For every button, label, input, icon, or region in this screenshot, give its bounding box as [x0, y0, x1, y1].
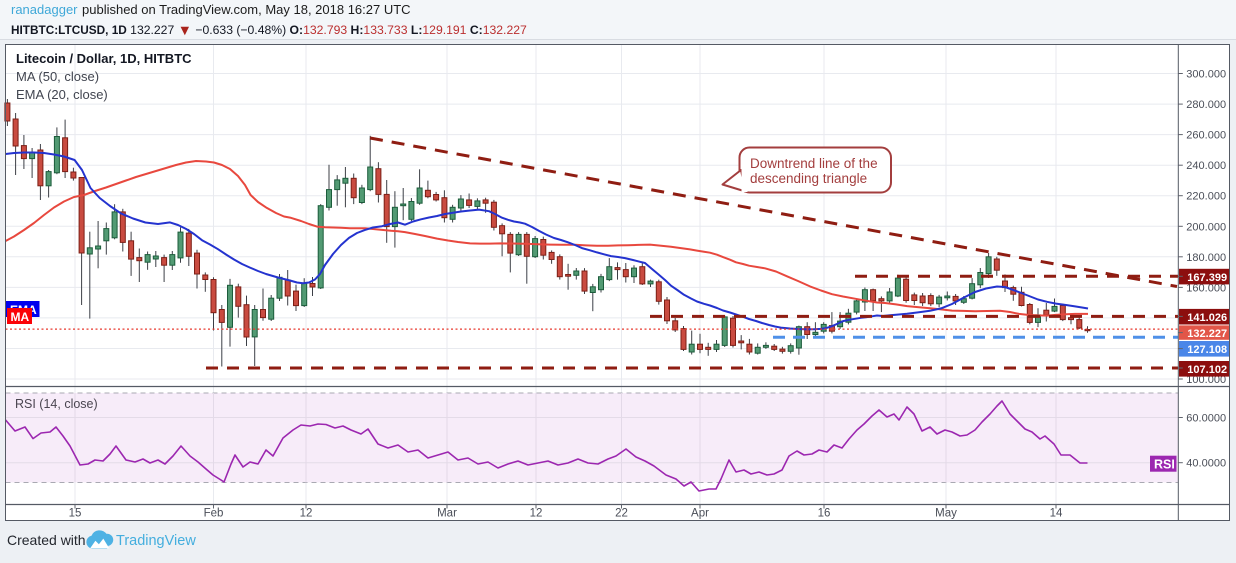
svg-text:127.108: 127.108 [1187, 344, 1227, 356]
svg-text:RSI: RSI [1154, 458, 1175, 472]
svg-text:ranadagger: ranadagger [11, 2, 78, 17]
svg-text:260.000: 260.000 [1186, 130, 1226, 142]
svg-text:Litecoin / Dollar, 1D, HITBTC: Litecoin / Dollar, 1D, HITBTC [16, 51, 192, 66]
svg-text:Created with: Created with [7, 532, 86, 548]
svg-text:14: 14 [1050, 508, 1063, 520]
svg-text:12: 12 [300, 508, 313, 520]
svg-text:280.000: 280.000 [1186, 99, 1226, 111]
svg-text:MA (50, close): MA (50, close) [16, 69, 99, 84]
svg-text:Downtrend line of the: Downtrend line of the [750, 156, 878, 171]
svg-text:60.0000: 60.0000 [1186, 413, 1226, 425]
svg-text:May: May [935, 508, 957, 520]
svg-text:300.000: 300.000 [1186, 69, 1226, 81]
svg-text:240.000: 240.000 [1186, 160, 1226, 172]
svg-text:published on TradingView.com,: published on TradingView.com, May 18, 20… [82, 2, 411, 17]
svg-text:EMA (20, close): EMA (20, close) [16, 87, 108, 102]
svg-text:RSI (14, close): RSI (14, close) [15, 397, 98, 411]
svg-text:Mar: Mar [437, 508, 457, 520]
svg-text:107.102: 107.102 [1187, 364, 1227, 376]
svg-text:167.399: 167.399 [1187, 272, 1227, 284]
svg-text:100.000: 100.000 [1186, 374, 1226, 386]
svg-text:180.000: 180.000 [1186, 252, 1226, 264]
svg-text:160.000: 160.000 [1186, 282, 1226, 294]
svg-text:16: 16 [818, 508, 831, 520]
svg-text:descending triangle: descending triangle [750, 171, 867, 186]
svg-text:TradingView: TradingView [116, 533, 196, 549]
svg-text:40.0000: 40.0000 [1186, 458, 1226, 470]
svg-text:22: 22 [615, 508, 628, 520]
svg-text:200.000: 200.000 [1186, 221, 1226, 233]
svg-text:HITBTC:LTCUSD, 1D 132.227 ▼ −0: HITBTC:LTCUSD, 1D 132.227 ▼ −0.633 (−0.4… [11, 23, 527, 39]
svg-text:MA: MA [11, 310, 30, 324]
svg-text:141.026: 141.026 [1187, 312, 1227, 324]
svg-text:15: 15 [69, 508, 82, 520]
svg-text:12: 12 [530, 508, 543, 520]
svg-text:132.227: 132.227 [1187, 328, 1227, 340]
svg-text:Apr: Apr [691, 508, 709, 520]
svg-text:Feb: Feb [204, 508, 224, 520]
svg-text:220.000: 220.000 [1186, 191, 1226, 203]
